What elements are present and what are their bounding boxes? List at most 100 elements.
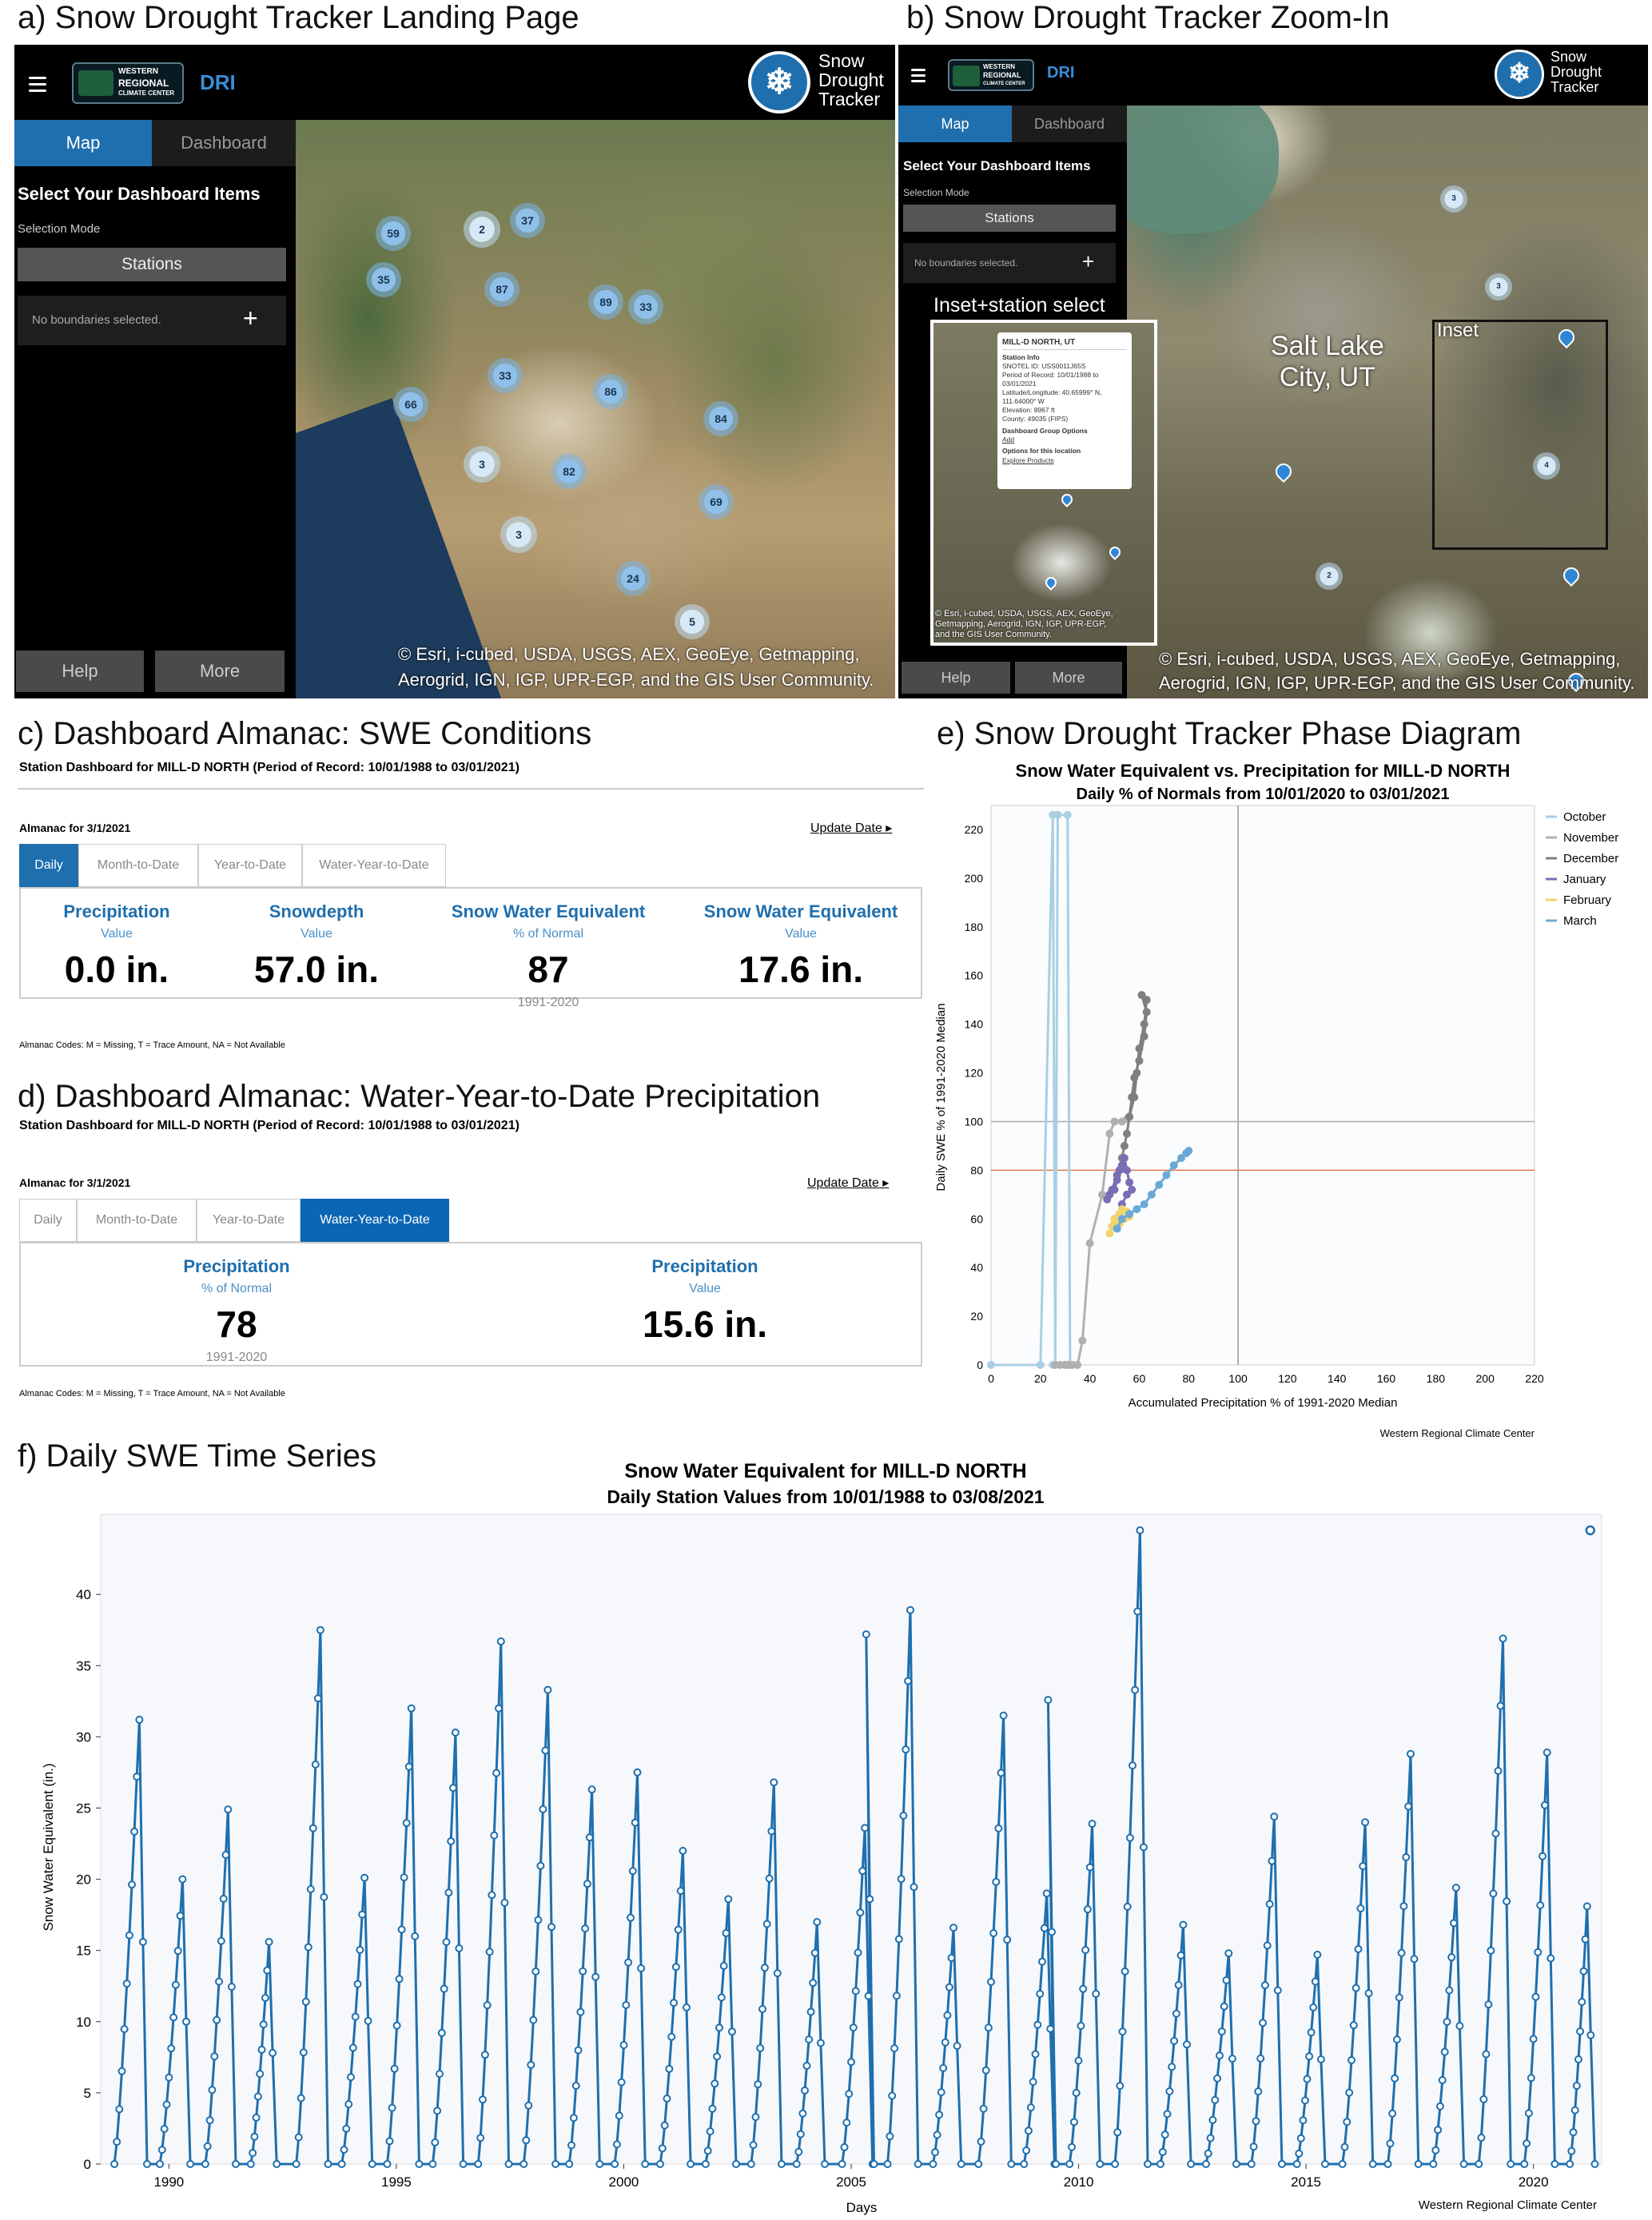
help-button[interactable]: Help — [16, 650, 144, 692]
station-cluster[interactable]: 82 — [551, 454, 587, 489]
data-point — [987, 1978, 995, 1986]
data-point — [1254, 2087, 1263, 2096]
station-cluster[interactable]: 2 — [464, 211, 500, 248]
data-point — [1507, 2160, 1515, 2168]
data-point — [1065, 2160, 1074, 2168]
data-point — [496, 1637, 505, 1645]
add-boundary-icon[interactable]: + — [243, 304, 258, 332]
sdt-title: Snow Drought Tracker — [1550, 49, 1602, 95]
data-point — [1586, 2031, 1595, 2039]
data-point — [1156, 2160, 1164, 2168]
data-point — [1169, 1161, 1178, 1170]
tab-month-to-date[interactable]: Month-to-Date — [77, 1199, 197, 1242]
y-tick-label: 20 — [76, 1872, 91, 1888]
station-pin-icon[interactable] — [1043, 575, 1059, 591]
data-point — [595, 2160, 604, 2168]
station-cluster[interactable]: 37 — [510, 203, 545, 238]
zoom-map-canvas[interactable]: Salt Lake City, UT Inset 3 3 4 2 © Esri, … — [1127, 105, 1648, 698]
data-point — [658, 2144, 667, 2153]
station-cluster[interactable]: 59 — [376, 216, 411, 251]
data-point — [1252, 2117, 1260, 2126]
station-pin-icon[interactable] — [1059, 491, 1075, 507]
help-button[interactable]: Help — [902, 662, 1010, 694]
data-point — [1491, 1829, 1500, 1838]
station-cluster[interactable]: 3 — [464, 446, 500, 483]
cell-title: Precipitation — [63, 901, 170, 921]
tab-year-to-date[interactable]: Year-to-Date — [198, 844, 302, 887]
data-point — [1073, 1361, 1082, 1369]
data-point — [611, 2160, 619, 2168]
data-point — [1356, 1904, 1365, 1912]
hamburger-menu-icon[interactable] — [911, 69, 926, 82]
tab-dashboard[interactable]: Dashboard — [152, 120, 296, 166]
data-point — [1140, 1020, 1148, 1028]
data-point — [1576, 2027, 1585, 2035]
more-button[interactable]: More — [155, 650, 285, 692]
station-cluster[interactable]: 5 — [675, 604, 710, 639]
stations-button[interactable]: Stations — [903, 205, 1116, 232]
station-cluster[interactable]: 33 — [628, 289, 663, 324]
x-tick-label: 140 — [1328, 1372, 1347, 1385]
station-cluster[interactable]: 2 — [1316, 563, 1343, 590]
station-pin-icon[interactable] — [1107, 544, 1123, 560]
popup-explore-link[interactable]: Explore Products — [1002, 456, 1054, 464]
add-boundary-icon[interactable]: + — [1082, 249, 1095, 273]
station-cluster[interactable]: 3 — [1485, 273, 1512, 300]
update-date-link[interactable]: Update Date ▸ — [810, 822, 893, 835]
swe-time-series-chart: Snow Water Equivalent for MILL-D NORTH Da… — [41, 1460, 1602, 2215]
station-cluster[interactable]: 24 — [615, 561, 651, 596]
station-cluster[interactable]: 35 — [366, 262, 401, 297]
tab-month-to-date[interactable]: Month-to-Date — [78, 844, 198, 887]
hamburger-menu-icon[interactable] — [29, 77, 46, 92]
wrcc-logo[interactable]: WESTERN REGIONAL CLIMATE CENTER — [948, 59, 1034, 91]
dri-logo[interactable]: DRI — [1047, 64, 1075, 82]
station-dashboard-header: Station Dashboard for MILL-D NORTH (Peri… — [19, 761, 519, 774]
tab-daily[interactable]: Daily — [19, 844, 78, 887]
station-pin-icon[interactable] — [1272, 460, 1296, 483]
tab-year-to-date[interactable]: Year-to-Date — [197, 1199, 301, 1242]
station-cluster[interactable]: 87 — [484, 272, 519, 307]
station-cluster[interactable]: 33 — [488, 358, 523, 393]
tab-water-year-to-date[interactable]: Water-Year-to-Date — [301, 1199, 449, 1242]
x-tick-label: 160 — [1377, 1372, 1396, 1385]
station-cluster[interactable]: 69 — [699, 484, 734, 519]
data-point — [1158, 2148, 1167, 2156]
no-boundaries-text: No boundaries selected. — [32, 313, 161, 327]
tab-daily[interactable]: Daily — [19, 1199, 77, 1242]
station-cluster[interactable]: 3 — [1440, 185, 1467, 213]
data-point — [1165, 2087, 1174, 2095]
data-point — [529, 2015, 538, 2024]
data-point — [1022, 2146, 1031, 2154]
more-button[interactable]: More — [1015, 662, 1122, 694]
station-cluster[interactable]: 86 — [593, 374, 628, 409]
popup-line: Dashboard Group Options — [1002, 427, 1088, 436]
y-tick-label: 220 — [965, 823, 984, 836]
tab-dashboard[interactable]: Dashboard — [1012, 105, 1127, 142]
data-point — [992, 1877, 1001, 1886]
y-tick-label: 140 — [965, 1018, 984, 1031]
wrcc-logo[interactable]: WESTERN REGIONAL CLIMATE CENTER — [72, 62, 184, 104]
tab-map[interactable]: Map — [14, 120, 152, 166]
station-pin-icon[interactable] — [1559, 563, 1583, 587]
snowflake-icon[interactable]: ❄ — [1495, 50, 1544, 99]
snowflake-icon[interactable]: ❄ — [748, 51, 810, 113]
data-point — [1117, 1161, 1126, 1170]
station-cluster[interactable]: 66 — [393, 387, 428, 422]
station-cluster[interactable]: 89 — [588, 284, 623, 320]
data-point — [1520, 2160, 1529, 2168]
stations-button[interactable]: Stations — [18, 248, 286, 281]
map-canvas[interactable]: 59 2 37 35 87 89 33 33 86 84 66 3 82 69 … — [296, 120, 895, 698]
station-cluster[interactable]: 3 — [500, 516, 537, 553]
data-point — [943, 2011, 952, 2019]
station-cluster[interactable]: 84 — [703, 401, 738, 436]
value-cell: Precipitation % of Normal 78 1991-2020 — [141, 1256, 332, 1365]
data-point — [883, 2160, 892, 2168]
update-date-link[interactable]: Update Date ▸ — [807, 1176, 890, 1190]
station-cluster[interactable]: 4 — [1533, 452, 1560, 479]
x-tick-label: 100 — [1228, 1372, 1248, 1385]
data-point — [476, 2134, 485, 2142]
tab-water-year-to-date[interactable]: Water-Year-to-Date — [302, 844, 446, 887]
popup-add-link[interactable]: Add — [1002, 436, 1015, 444]
dri-logo[interactable]: DRI — [200, 70, 236, 94]
tab-map[interactable]: Map — [898, 105, 1012, 142]
